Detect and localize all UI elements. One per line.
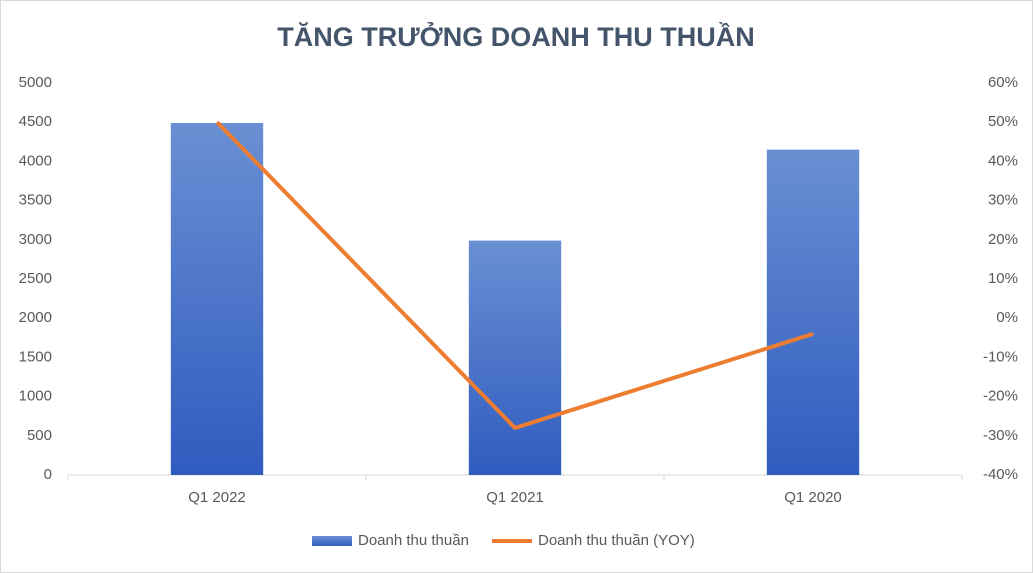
- y2-tick-label: -30%: [983, 427, 1018, 444]
- line: [215, 120, 814, 430]
- y-tick-label: 2500: [19, 270, 52, 287]
- y2-tick-label: 10%: [988, 270, 1018, 287]
- y-tick-label: 500: [27, 427, 52, 444]
- bar: [468, 240, 562, 475]
- legend-label: Doanh thu thuần (YOY): [538, 532, 695, 549]
- y2-tick-label: -40%: [983, 466, 1018, 483]
- legend-swatch: [312, 536, 352, 546]
- y-tick-label: 2000: [19, 309, 52, 326]
- bar: [766, 149, 860, 475]
- y-tick-label: 4500: [19, 113, 52, 130]
- y-tick-label: 1000: [19, 388, 52, 405]
- legend-label: Doanh thu thuần: [358, 532, 469, 549]
- bar: [170, 122, 264, 475]
- y-tick-label: 3000: [19, 231, 52, 248]
- y2-tick-label: 60%: [988, 74, 1018, 91]
- y-tick-label: 0: [44, 466, 52, 483]
- y2-tick-label: -10%: [983, 348, 1018, 365]
- x-tick-label: Q1 2021: [486, 489, 544, 506]
- y2-tick-label: 20%: [988, 231, 1018, 248]
- y-tick-label: 1500: [19, 348, 52, 365]
- y2-tick-label: 30%: [988, 192, 1018, 209]
- y-tick-label: 4000: [19, 152, 52, 169]
- x-tick-label: Q1 2020: [784, 489, 842, 506]
- y2-tick-label: 40%: [988, 152, 1018, 169]
- chart-title: TĂNG TRƯỞNG DOANH THU THUẦN: [277, 20, 754, 52]
- y2-tick-label: -20%: [983, 388, 1018, 405]
- y-tick-label: 3500: [19, 192, 52, 209]
- y2-tick-label: 50%: [988, 113, 1018, 130]
- y-tick-label: 5000: [19, 74, 52, 91]
- x-tick-label: Q1 2022: [188, 489, 246, 506]
- y2-tick-label: 0%: [996, 309, 1018, 326]
